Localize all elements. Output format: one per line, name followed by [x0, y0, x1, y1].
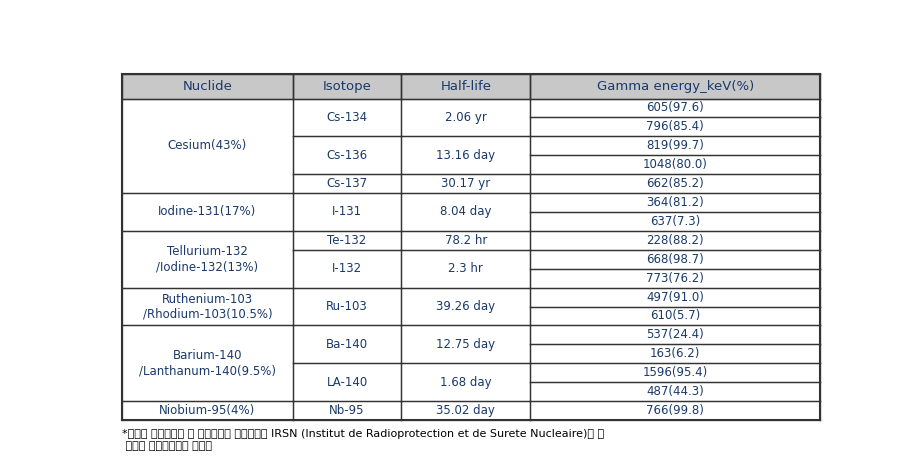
Bar: [293, 288, 402, 326]
Text: 2.06 yr: 2.06 yr: [445, 111, 487, 124]
Text: 8.04 day: 8.04 day: [440, 206, 492, 218]
Text: 35.02 day: 35.02 day: [437, 404, 495, 417]
Bar: [530, 401, 820, 420]
Bar: [530, 193, 820, 212]
Bar: [530, 250, 820, 269]
Text: Barium-140
/Lanthanum-140(9.5%): Barium-140 /Lanthanum-140(9.5%): [139, 349, 276, 377]
Text: 12.75 day: 12.75 day: [437, 338, 495, 351]
Bar: [530, 326, 820, 344]
Bar: [530, 344, 820, 363]
Bar: [402, 326, 530, 363]
Bar: [402, 174, 530, 193]
Text: *프랑스 방사선방호 및 원자력안전 연구기관인 IRSN (Institut de Radioprotection et de Surete Nucleair: *프랑스 방사선방호 및 원자력안전 연구기관인 IRSN (Institut …: [122, 429, 604, 451]
Text: 228(88.2): 228(88.2): [646, 234, 704, 247]
Text: 668(98.7): 668(98.7): [646, 253, 704, 266]
Text: 610(5.7): 610(5.7): [650, 309, 700, 322]
Text: Ruthenium-103
/Rhodium-103(10.5%): Ruthenium-103 /Rhodium-103(10.5%): [142, 293, 272, 320]
Bar: [293, 74, 402, 99]
Bar: [402, 250, 530, 288]
Text: 605(97.6): 605(97.6): [646, 101, 704, 115]
Text: Cs-136: Cs-136: [326, 149, 368, 162]
Bar: [402, 401, 530, 420]
Text: 2.3 hr: 2.3 hr: [448, 262, 483, 275]
Bar: [122, 74, 293, 99]
Bar: [530, 231, 820, 250]
Text: Te-132: Te-132: [327, 234, 367, 247]
Bar: [402, 74, 530, 99]
Bar: [530, 136, 820, 155]
Bar: [293, 363, 402, 401]
Text: 662(85.2): 662(85.2): [646, 177, 704, 190]
Text: I-132: I-132: [332, 262, 362, 275]
Text: Tellurium-132
/Iodine-132(13%): Tellurium-132 /Iodine-132(13%): [156, 245, 258, 273]
Text: Half-life: Half-life: [440, 79, 492, 92]
Text: Iodine-131(17%): Iodine-131(17%): [158, 206, 256, 218]
Text: Nb-95: Nb-95: [329, 404, 365, 417]
Text: 30.17 yr: 30.17 yr: [441, 177, 491, 190]
Bar: [530, 363, 820, 382]
Bar: [122, 231, 293, 288]
Bar: [293, 231, 402, 250]
Bar: [293, 99, 402, 136]
Text: Ru-103: Ru-103: [326, 300, 368, 313]
Text: 819(99.7): 819(99.7): [646, 139, 704, 152]
Text: Isotope: Isotope: [323, 79, 371, 92]
Text: Cesium(43%): Cesium(43%): [168, 139, 247, 152]
Bar: [402, 363, 530, 401]
Bar: [122, 401, 293, 420]
Text: LA-140: LA-140: [326, 376, 368, 389]
Bar: [402, 193, 530, 231]
Text: Nuclide: Nuclide: [183, 79, 233, 92]
Bar: [530, 307, 820, 326]
Text: Cs-134: Cs-134: [326, 111, 368, 124]
Bar: [293, 193, 402, 231]
Text: 78.2 hr: 78.2 hr: [445, 234, 487, 247]
Text: 1048(80.0): 1048(80.0): [642, 158, 708, 171]
Bar: [530, 118, 820, 136]
Bar: [402, 288, 530, 326]
Text: I-131: I-131: [332, 206, 362, 218]
Bar: [122, 193, 293, 231]
Bar: [530, 99, 820, 118]
Text: 766(99.8): 766(99.8): [646, 404, 704, 417]
Bar: [530, 74, 820, 99]
Bar: [122, 99, 293, 193]
Bar: [530, 269, 820, 288]
Bar: [530, 382, 820, 401]
Bar: [402, 99, 530, 136]
Text: 1596(95.4): 1596(95.4): [642, 366, 708, 379]
Bar: [122, 288, 293, 326]
Text: Cs-137: Cs-137: [326, 177, 368, 190]
Text: 537(24.4): 537(24.4): [646, 328, 704, 341]
Text: 796(85.4): 796(85.4): [646, 120, 704, 133]
Text: Gamma energy_keV(%): Gamma energy_keV(%): [596, 79, 754, 92]
Text: Ba-140: Ba-140: [326, 338, 369, 351]
Text: 637(7.3): 637(7.3): [650, 215, 700, 228]
Bar: [293, 136, 402, 174]
Bar: [402, 136, 530, 174]
Text: 487(44.3): 487(44.3): [646, 385, 704, 398]
Text: 163(6.2): 163(6.2): [650, 347, 700, 360]
Bar: [530, 212, 820, 231]
Text: 497(91.0): 497(91.0): [646, 290, 704, 304]
Text: 364(81.2): 364(81.2): [646, 196, 704, 209]
Bar: [402, 231, 530, 250]
Bar: [530, 174, 820, 193]
Bar: [293, 401, 402, 420]
Bar: [530, 288, 820, 307]
Text: 39.26 day: 39.26 day: [437, 300, 495, 313]
Bar: [293, 174, 402, 193]
Text: 13.16 day: 13.16 day: [437, 149, 495, 162]
Bar: [293, 326, 402, 363]
Bar: [293, 250, 402, 288]
Bar: [530, 155, 820, 174]
Text: 773(76.2): 773(76.2): [646, 272, 704, 285]
Text: Niobium-95(4%): Niobium-95(4%): [159, 404, 255, 417]
Text: 1.68 day: 1.68 day: [440, 376, 492, 389]
Bar: [122, 326, 293, 401]
